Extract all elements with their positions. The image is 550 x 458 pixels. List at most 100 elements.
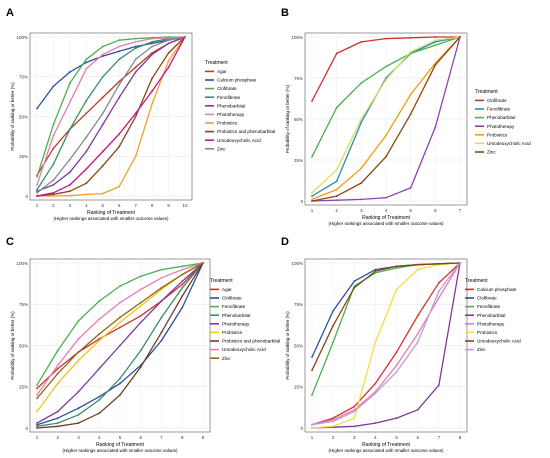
data-point bbox=[181, 286, 184, 289]
data-point bbox=[119, 344, 121, 347]
data-point bbox=[118, 83, 121, 86]
x-tick-label: 8 bbox=[151, 203, 154, 208]
data-point bbox=[85, 182, 88, 185]
data-point bbox=[77, 351, 80, 353]
data-point bbox=[101, 96, 104, 99]
y-tick-label: 0 bbox=[25, 426, 28, 431]
x-tick-label: 7 bbox=[438, 435, 441, 440]
legend-entry: Phenobarbital bbox=[487, 115, 515, 120]
legend-title: Treatment bbox=[210, 278, 233, 284]
y-tick-label: 75% bbox=[19, 302, 28, 307]
y-tick-label: 25% bbox=[294, 158, 303, 163]
data-point bbox=[101, 45, 104, 48]
series-line bbox=[36, 36, 186, 197]
data-point bbox=[332, 341, 335, 344]
legend-entry: Phenobarbital bbox=[217, 103, 245, 108]
legend-entry: Phototherapy bbox=[217, 112, 245, 117]
data-point bbox=[332, 324, 335, 327]
x-tick-label: 6 bbox=[416, 435, 419, 440]
x-axis-label: Ranking of Treatment bbox=[96, 442, 144, 448]
data-point bbox=[434, 126, 437, 129]
data-point bbox=[119, 382, 121, 385]
data-point bbox=[434, 41, 437, 43]
data-point bbox=[385, 78, 387, 81]
x-tick-label: 7 bbox=[459, 208, 462, 213]
legend-entry: Ursodeoxycholic Acid bbox=[487, 141, 531, 146]
legend-entry: Clofibrate bbox=[222, 296, 242, 301]
data-point bbox=[139, 301, 142, 304]
data-point bbox=[335, 180, 338, 183]
legend-entry: Fenofibrate bbox=[222, 304, 246, 309]
data-point bbox=[134, 66, 137, 69]
data-point bbox=[353, 285, 356, 287]
data-point bbox=[56, 367, 59, 370]
data-point bbox=[101, 123, 104, 126]
data-point bbox=[360, 121, 363, 124]
data-point bbox=[353, 417, 356, 419]
data-point bbox=[311, 155, 313, 158]
data-point bbox=[160, 268, 163, 271]
data-point bbox=[119, 326, 121, 329]
x-tick-label: 7 bbox=[134, 203, 137, 208]
x-tick-label: 1 bbox=[311, 208, 314, 213]
chart-panel-c: C 0 25% 50% 75% 100% 1 2 3 4 5 6 7 8 9 Ranking of Treat… bbox=[6, 236, 280, 453]
data-point bbox=[395, 417, 398, 419]
x-axis-label: Ranking of Treatment bbox=[362, 442, 410, 448]
data-point bbox=[335, 188, 338, 191]
data-point bbox=[160, 331, 163, 334]
data-point bbox=[181, 280, 184, 283]
data-point bbox=[68, 101, 71, 104]
data-point bbox=[68, 128, 71, 131]
series-line bbox=[311, 262, 461, 426]
y-tick-label: 0 bbox=[25, 194, 28, 199]
data-point bbox=[36, 423, 38, 426]
legend-entry: Ursodeoxycholic Acid bbox=[477, 339, 521, 344]
data-point bbox=[409, 113, 412, 115]
data-point bbox=[311, 195, 313, 197]
data-point bbox=[459, 262, 461, 264]
data-point bbox=[52, 85, 55, 88]
data-point bbox=[101, 192, 104, 195]
data-point bbox=[332, 309, 335, 312]
data-point bbox=[85, 112, 88, 115]
legend-entry: Phenobarbital bbox=[222, 313, 250, 318]
y-tick-label: 50% bbox=[19, 343, 28, 348]
data-point bbox=[118, 133, 121, 135]
panel-label: C bbox=[6, 236, 14, 248]
data-point bbox=[36, 422, 38, 424]
data-point bbox=[167, 36, 170, 39]
y-tick-label: 0 bbox=[300, 199, 303, 204]
data-point bbox=[332, 417, 335, 419]
data-point bbox=[118, 58, 121, 61]
series-line bbox=[36, 36, 186, 176]
data-point bbox=[134, 47, 137, 50]
data-point bbox=[160, 339, 163, 342]
data-point bbox=[68, 82, 71, 85]
panel-label: A bbox=[6, 7, 14, 19]
data-point bbox=[134, 58, 137, 61]
data-point bbox=[181, 306, 184, 309]
data-point bbox=[353, 425, 356, 428]
data-point bbox=[68, 71, 71, 73]
x-tick-label: 7 bbox=[160, 435, 163, 440]
data-point bbox=[77, 407, 80, 410]
series-line bbox=[36, 36, 185, 178]
data-point bbox=[56, 417, 59, 419]
data-point bbox=[134, 45, 137, 48]
legend-entry: Agar bbox=[217, 69, 227, 74]
data-point bbox=[151, 77, 154, 80]
data-point bbox=[360, 118, 363, 120]
data-point bbox=[85, 61, 88, 64]
data-point bbox=[353, 286, 356, 289]
data-point bbox=[311, 198, 313, 201]
y-tick-label: 25% bbox=[19, 385, 28, 390]
data-point bbox=[151, 102, 154, 105]
data-point bbox=[77, 319, 80, 322]
series-line bbox=[36, 36, 186, 109]
data-point bbox=[56, 372, 59, 375]
data-point bbox=[160, 288, 163, 291]
data-point bbox=[56, 364, 59, 367]
data-point bbox=[139, 349, 142, 352]
legend-entry: Calcium phosphate bbox=[477, 287, 517, 292]
legend-entry: Ursodeoxycholic Acid bbox=[222, 347, 266, 352]
